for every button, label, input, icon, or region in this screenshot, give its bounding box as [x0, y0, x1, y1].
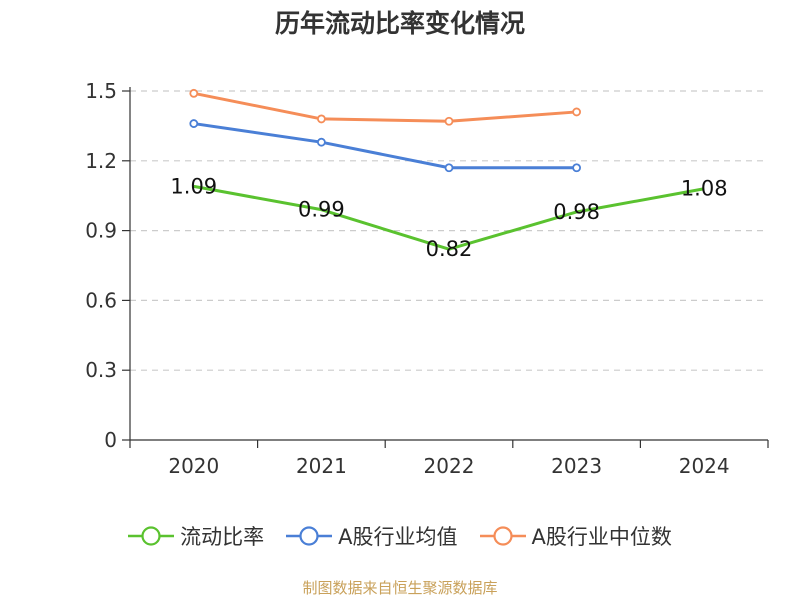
x-tick-label: 2021	[296, 454, 347, 478]
legend-line-circle-icon	[128, 526, 175, 546]
data-label: 0.98	[553, 200, 600, 224]
y-tick-label: 0.3	[85, 358, 117, 382]
series-1-point	[572, 163, 581, 173]
y-tick-label: 1.5	[85, 79, 117, 103]
series-2-point	[572, 107, 581, 117]
y-tick-label: 0.6	[85, 288, 117, 312]
series-2-point	[316, 114, 326, 124]
data-label: 1.08	[681, 177, 728, 201]
source-note: 制图数据来自恒生聚源数据库	[302, 579, 498, 597]
axes: 0 0.3 0.6 0.9 1.2 1.5 2020 2021 2022 2023 2024	[85, 79, 769, 478]
x-tick-label: 2022	[424, 454, 475, 478]
y-tick-label: 0	[104, 428, 117, 452]
series-2-point	[444, 116, 454, 126]
data-label: 0.99	[298, 198, 345, 222]
series-line-1	[193, 122, 577, 170]
legend-item-2[interactable]: A股行业中位数	[479, 521, 672, 551]
series-1-point	[189, 119, 199, 128]
series-1-point	[316, 137, 326, 147]
series-line-0	[193, 184, 705, 251]
data-label: 1.09	[170, 174, 217, 198]
series-lines	[189, 88, 705, 251]
series-2-point	[189, 88, 199, 98]
x-tick-label: 2024	[679, 454, 730, 478]
y-tick-label: 0.9	[85, 219, 117, 243]
series-1-point	[444, 163, 454, 173]
series-line-2	[193, 91, 577, 123]
x-tick-label: 2020	[168, 454, 219, 478]
legend-label: 流动比率	[180, 525, 265, 549]
x-tick-label: 2023	[551, 454, 602, 478]
legend-line-circle-icon	[286, 526, 333, 546]
legend: 流动比率 A股行业均值 A股行业中位数	[0, 518, 800, 554]
legend-item-1[interactable]: A股行业均值	[286, 521, 458, 551]
y-tick-label: 1.2	[85, 149, 117, 173]
legend-item-0[interactable]: 流动比率	[128, 521, 264, 551]
legend-line-circle-icon	[479, 526, 526, 546]
data-labels: 1.09 0.99 0.82 0.98 1.08	[170, 174, 727, 261]
chart-title: 历年流动比率变化情况	[274, 9, 525, 38]
legend-label: A股行业中位数	[531, 525, 672, 549]
legend-label: A股行业均值	[338, 525, 458, 549]
grid-lines	[130, 90, 768, 371]
data-label: 0.82	[426, 237, 473, 261]
